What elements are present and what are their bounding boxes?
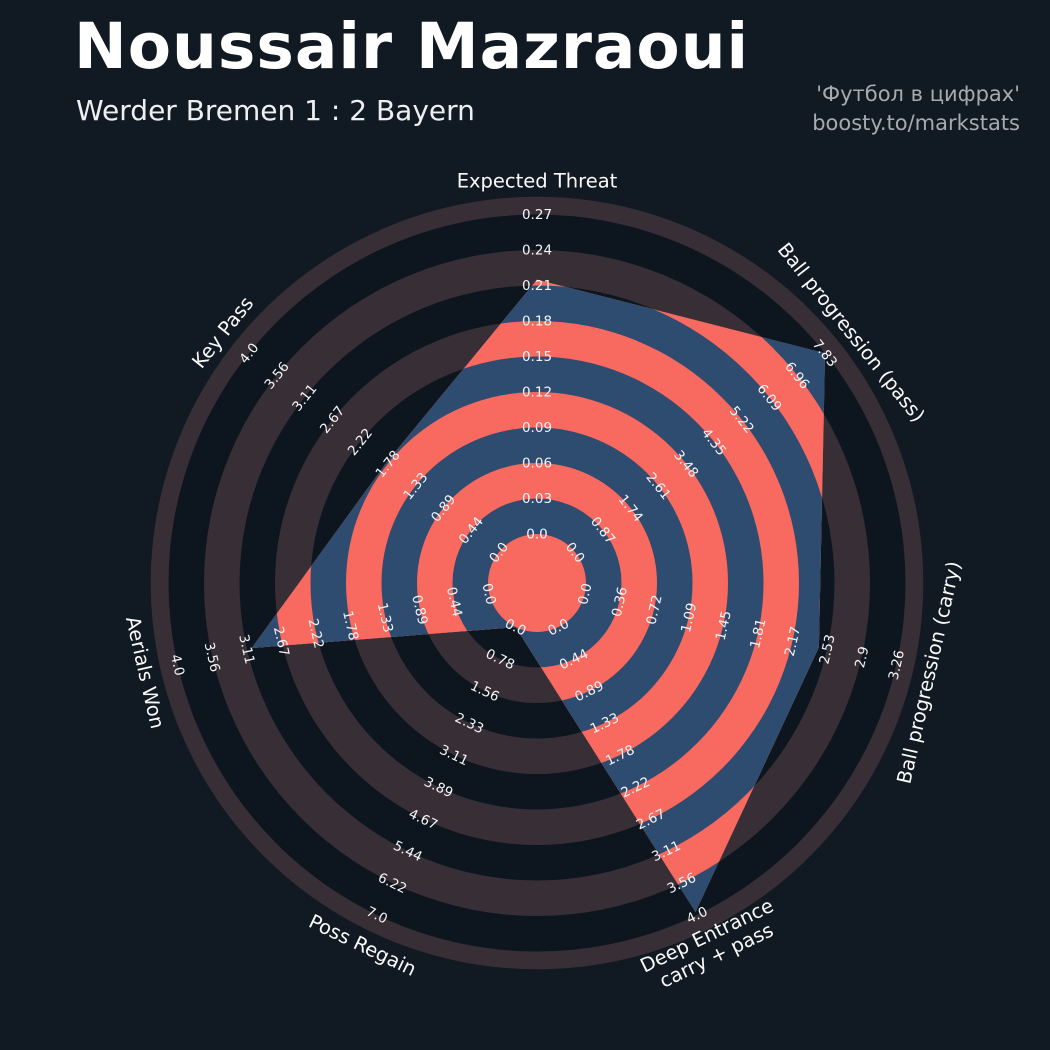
tick-label: 0.89: [408, 593, 430, 626]
tick-label: 0.0: [478, 582, 498, 607]
tick-label: 1.09: [678, 601, 700, 634]
tick-label: 0.0: [575, 582, 595, 607]
tick-label: 0.03: [522, 491, 552, 507]
tick-label: 2.22: [304, 617, 326, 650]
tick-label: 0.24: [522, 243, 552, 259]
axis-title: Expected Threat: [457, 170, 618, 193]
page-title: Noussair Mazraoui: [74, 10, 750, 83]
tick-label: 2.67: [270, 625, 292, 658]
tick-label: 0.36: [609, 585, 631, 618]
tick-label: 1.45: [713, 609, 735, 642]
tick-label: 3.56: [201, 641, 223, 674]
tick-label: 0.18: [522, 314, 552, 330]
tick-label: 2.53: [816, 633, 838, 666]
tick-label: 4.0: [167, 653, 187, 678]
tick-label: 0.27: [522, 207, 552, 223]
tick-label: 2.9: [852, 645, 872, 670]
tick-label: 0.12: [522, 385, 552, 401]
tick-label: 3.26: [886, 649, 908, 682]
tick-label: 0.09: [522, 420, 552, 436]
radar-ring-bright: [488, 534, 586, 632]
credit-url: boosty.to/markstats: [812, 110, 1020, 135]
tick-label: 0.21: [522, 278, 552, 294]
tick-label: 3.11: [235, 633, 257, 666]
credit-block: 'Футбол в цифрах' boosty.to/markstats: [812, 80, 1020, 138]
tick-label: 0.44: [443, 585, 465, 618]
credit-brand: 'Футбол в цифрах': [816, 82, 1020, 106]
tick-label: 1.81: [747, 617, 769, 650]
tick-label: 1.78: [339, 609, 361, 642]
tick-label: 0.15: [522, 349, 552, 365]
tick-label: 0.06: [522, 456, 552, 472]
match-score-subtitle: Werder Bremen 1 : 2 Bayern: [76, 94, 475, 127]
tick-label: 0.0: [526, 527, 547, 543]
tick-label: 1.33: [374, 601, 396, 634]
tick-label: 2.17: [782, 625, 804, 658]
tick-label: 0.72: [643, 593, 665, 626]
